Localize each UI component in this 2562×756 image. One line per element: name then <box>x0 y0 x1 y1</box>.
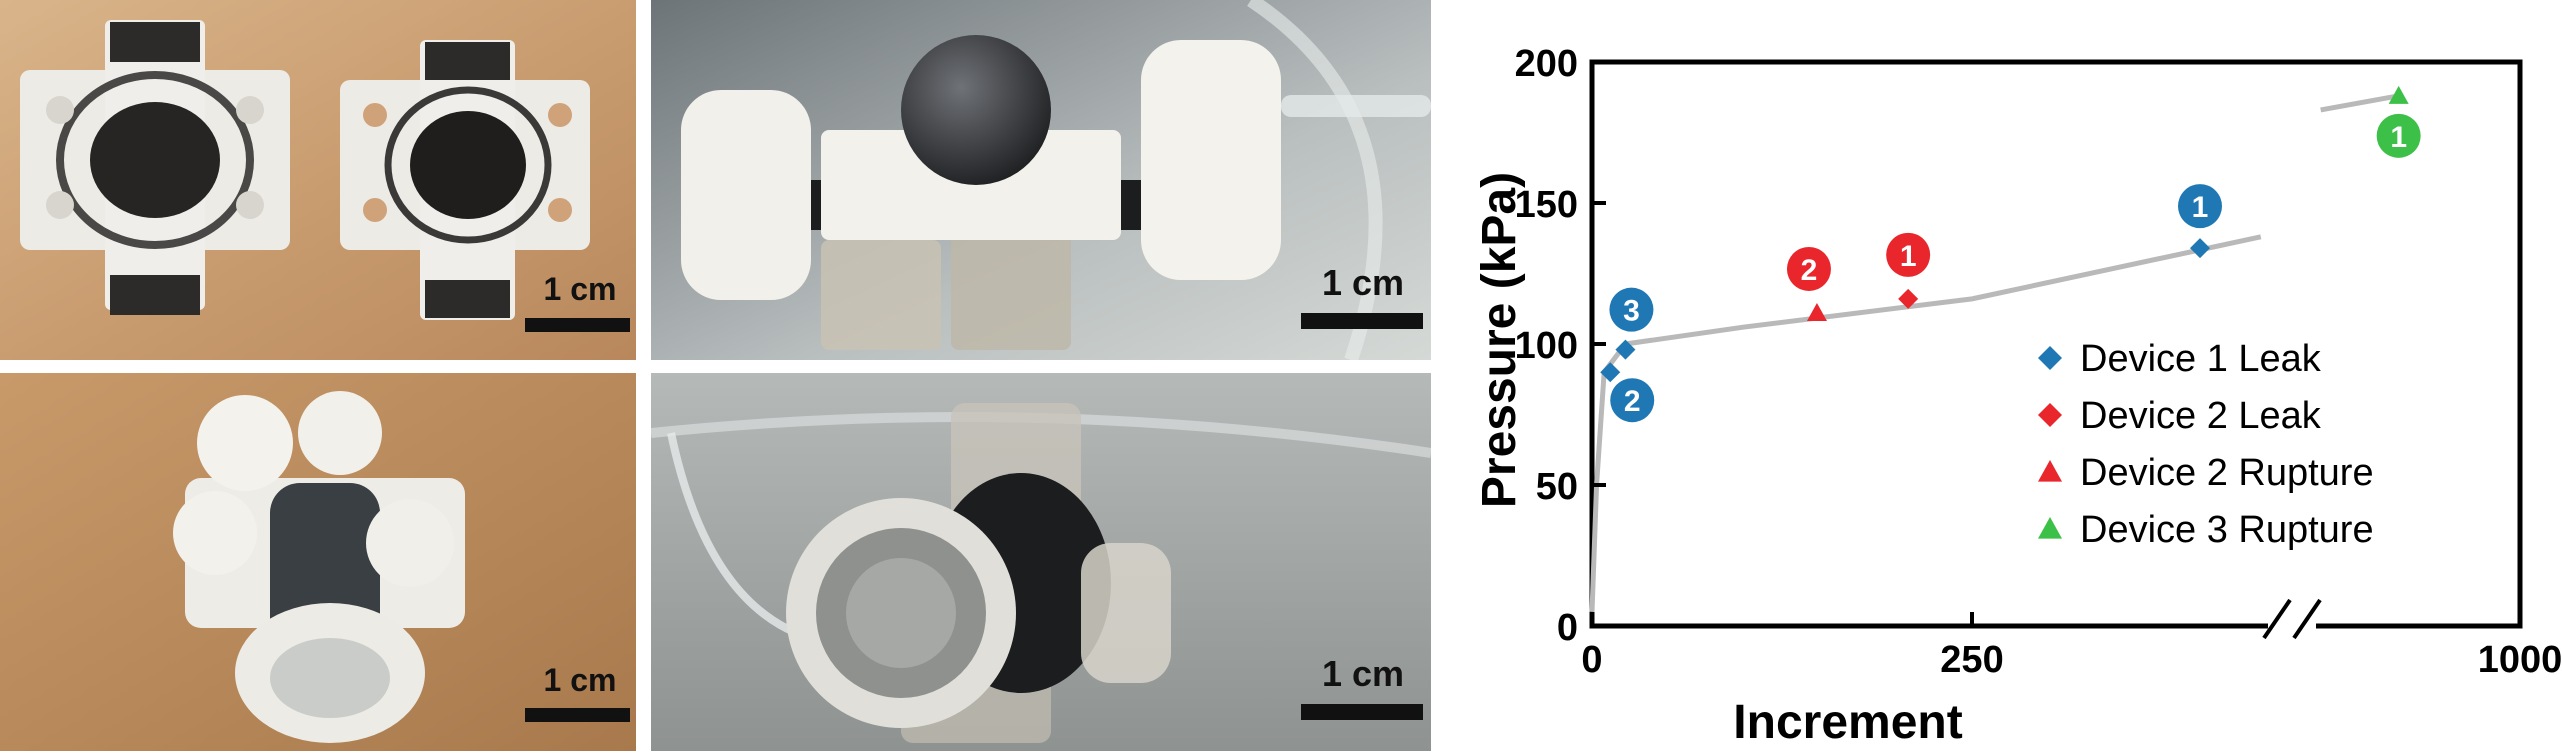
y-tick-label: 100 <box>1515 325 1578 367</box>
legend-label: Device 2 Rupture <box>2080 452 2374 494</box>
legend-label: Device 2 Leak <box>2080 395 2322 437</box>
legend-marker <box>2038 517 2062 539</box>
data-point <box>1806 302 1827 321</box>
point-badge-label: 1 <box>2390 121 2407 154</box>
x-tick-label: 0 <box>1581 639 1602 681</box>
trend-line-segment <box>2320 93 2400 113</box>
scale-bar-label: 1 cm <box>544 271 617 307</box>
scale-bar-label: 1 cm <box>1322 653 1404 694</box>
y-axis-label: Pressure (kPa) <box>1473 172 1526 508</box>
y-tick-label: 50 <box>1536 466 1578 508</box>
y-tick-label: 150 <box>1515 184 1578 226</box>
y-tick-label: 200 <box>1515 43 1578 85</box>
data-points: 2 3 1 1 2 1 <box>1600 85 2421 423</box>
data-point <box>2388 85 2409 104</box>
point-badge <box>2376 113 2421 158</box>
photo-device-in-water: 1 cm <box>651 0 1431 360</box>
legend-label: Device 3 Rupture <box>2080 509 2374 551</box>
legend-marker <box>2038 460 2062 482</box>
point-badge-label: 1 <box>2192 191 2209 224</box>
legend-label: Device 1 Leak <box>2080 338 2322 380</box>
data-point <box>1898 288 1919 309</box>
axis-break-mark <box>2262 598 2292 640</box>
scale-bar <box>525 708 630 722</box>
legend-marker <box>2038 346 2062 370</box>
data-point <box>2190 238 2210 259</box>
scale-bar <box>525 318 630 332</box>
scale-bar <box>1301 704 1423 720</box>
scale-bar-label: 1 cm <box>544 662 617 698</box>
point-badge <box>1609 287 1654 332</box>
scale-bar-label: 1 cm <box>1322 262 1404 303</box>
legend-marker <box>2038 403 2062 427</box>
x-axis-label: Increment <box>1733 696 1962 749</box>
x-tick-label: 1000 <box>2478 639 2562 681</box>
point-badge-label: 1 <box>1900 240 1917 273</box>
data-point <box>1615 339 1636 360</box>
axis-break <box>2262 598 2322 640</box>
y-tick-label: 0 <box>1557 607 1578 649</box>
axis-ticks: 0 50 100 150 200 0 250 1000 <box>1515 43 2562 681</box>
point-badge-label: 2 <box>1624 385 1641 418</box>
point-badge <box>1886 232 1931 277</box>
point-badge <box>2178 184 2222 229</box>
photo-device-submerged: 1 cm <box>651 373 1431 751</box>
point-badge <box>1610 378 1655 423</box>
pressure-increment-chart: 0 50 100 150 200 0 250 1000 2 3 1 1 2 1 Device 1 Lea… <box>1440 0 2562 751</box>
point-badge-label: 2 <box>1801 254 1818 287</box>
photo-devices-top-view: 1 cm <box>0 0 636 360</box>
data-point <box>1600 362 1621 383</box>
photo-device-assembled: 1 cm <box>0 373 636 751</box>
axis-break-mark <box>2292 598 2322 640</box>
legend: Device 1 Leak Device 2 Leak Device 2 Ruptu… <box>2038 338 2374 551</box>
point-badge <box>1786 246 1831 291</box>
scale-bar <box>1301 313 1423 329</box>
x-tick-label: 250 <box>1940 639 2003 681</box>
point-badge-label: 3 <box>1623 295 1640 328</box>
